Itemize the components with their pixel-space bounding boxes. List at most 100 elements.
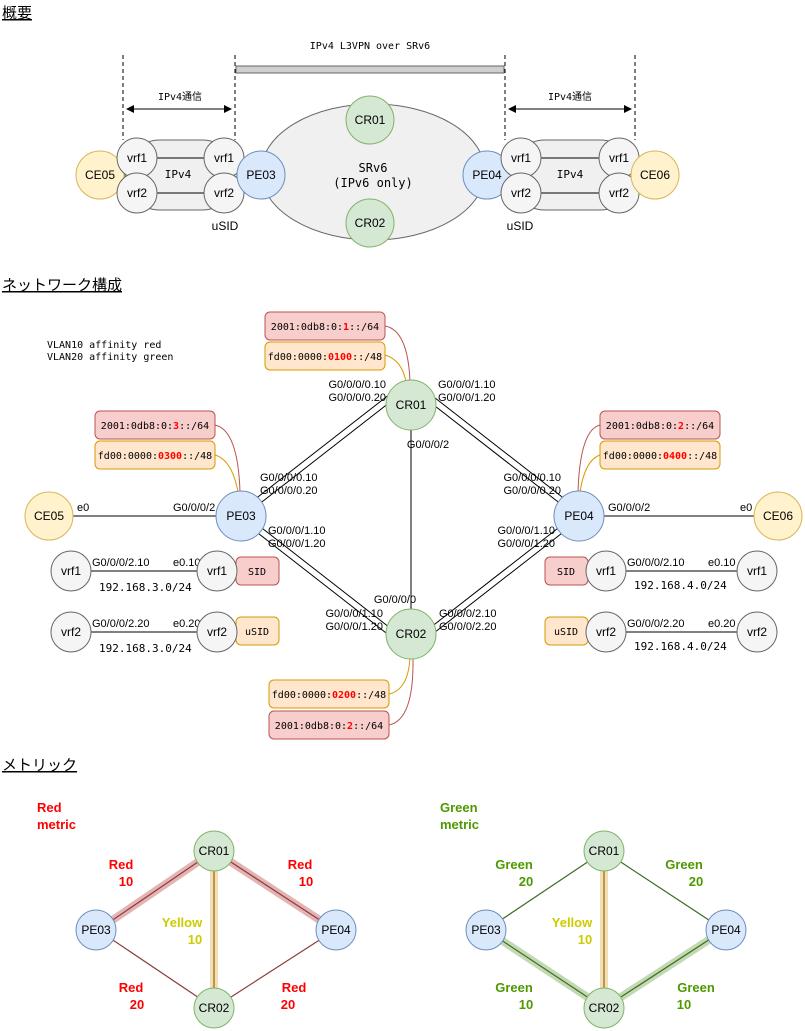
link-pe04-cr02 (425, 524, 563, 632)
metric-label: Red (119, 980, 144, 995)
cr01-label: CR01 (199, 844, 230, 858)
pe04-label: PE04 (711, 923, 741, 937)
ce06-node[interactable] (630, 150, 680, 200)
subnet-label: 192.168.3.0/24 (99, 581, 192, 594)
cr01-prefix-red-text: 2001:0db8:0:1::/64 (271, 322, 379, 333)
prefix-connector (384, 325, 411, 383)
link-cr01-pe04 (603, 850, 725, 931)
pe04-label: PE04 (472, 168, 502, 182)
cr01-node[interactable] (583, 830, 625, 872)
cr01-prefix-orange (264, 341, 386, 371)
vrf-label: vrf2 (207, 625, 227, 639)
pe03-node[interactable] (75, 909, 117, 951)
vrf2-node[interactable] (116, 172, 158, 214)
link-pe03-cr02 (253, 529, 391, 637)
vrf-label: vrf2 (214, 186, 234, 200)
vrf-label: vrf1 (61, 564, 81, 578)
ce06-vrf1-node[interactable] (736, 550, 778, 592)
red-metric-title: Red (37, 800, 62, 815)
subnet-label: 192.168.4.0/24 (634, 579, 727, 592)
pe04-vrf1-node[interactable] (585, 550, 627, 592)
iface-label: G0/0/0/0.10 (329, 379, 387, 391)
cr02-node[interactable] (583, 987, 625, 1029)
metric-label: Green (665, 857, 703, 872)
cr01-label: CR01 (355, 113, 386, 127)
link-cr01-pe03 (257, 398, 395, 506)
prefix-connector (388, 657, 411, 695)
cr01-node[interactable] (385, 379, 437, 431)
link-cr01-pe04 (429, 393, 567, 501)
iface-label: G0/0/0/0.20 (329, 392, 387, 404)
cr02-node[interactable] (193, 987, 235, 1029)
vrf2-node[interactable] (500, 172, 542, 214)
pe03-node[interactable] (465, 909, 507, 951)
pe04-prefix-red (599, 410, 721, 440)
cr02-node[interactable] (385, 608, 437, 660)
cr02-prefix-red-text: 2001:0db8:0:2::/64 (275, 721, 383, 732)
cr01-node[interactable] (193, 830, 235, 872)
prefix-connector (384, 354, 407, 383)
iface-label: G0/0/0/0.10 (504, 472, 562, 484)
metric-value: 10 (119, 874, 133, 889)
iface-label: G0/0/0/0.10 (260, 472, 318, 484)
green-metric-title: Green (440, 800, 478, 815)
iface-label: G0/0/0/0.20 (260, 485, 318, 497)
iface-label: G0/0/0/2 (608, 502, 650, 514)
metric-label: Green (495, 857, 533, 872)
vrf-label: vrf1 (214, 151, 234, 165)
red-metric-title: metric (37, 817, 76, 832)
iface-label: G0/0/0/1.10 (498, 525, 556, 537)
pe04-node[interactable] (705, 909, 747, 951)
pe03-label: PE03 (471, 923, 501, 937)
iface-label: G0/0/0/1.10 (438, 379, 496, 391)
iface-label: G0/0/0/0.20 (504, 485, 562, 497)
vrf-label: vrf1 (596, 564, 616, 578)
pe03-prefix-orange (94, 440, 216, 470)
metric-section: メトリック Red metric Red 10 Red 10 Red 20 Re… (2, 756, 747, 1029)
cloud-line2: (IPv6 only) (333, 176, 412, 190)
link-pe03-cr02 (485, 929, 605, 1009)
iface-label: e0.10 (173, 557, 201, 569)
vrf-label: vrf2 (511, 186, 531, 200)
cr01-label: CR01 (396, 398, 427, 412)
network-section: ネットワーク構成 VLAN10 affinity red VLAN20 affi… (2, 276, 803, 740)
vrf-label: vrf1 (511, 151, 531, 165)
pe03-node[interactable] (215, 490, 267, 542)
network-heading: ネットワーク構成 (2, 276, 122, 294)
prefix-connector (214, 454, 239, 493)
cr02-node[interactable] (345, 198, 395, 248)
vrf-label: vrf2 (127, 186, 147, 200)
link-cr01-pe04 (213, 850, 336, 931)
pe03-vrf1-node[interactable] (196, 550, 238, 592)
vrf2-node[interactable] (203, 172, 245, 214)
ce06-vrf2-node[interactable] (736, 611, 778, 653)
metric-value: 10 (299, 874, 313, 889)
metric-value: 20 (519, 874, 533, 889)
pe04-node[interactable] (315, 909, 357, 951)
pe04-node[interactable] (553, 490, 605, 542)
iface-label: e0 (77, 502, 89, 514)
metric-label: Green (677, 980, 715, 995)
srv6-span-label: IPv4 L3VPN over SRv6 (310, 41, 430, 52)
pe03-node[interactable] (236, 150, 286, 200)
vlan-note-2: VLAN20 affinity green (47, 352, 173, 363)
ce05-node[interactable] (24, 491, 74, 541)
cr01-node[interactable] (345, 95, 395, 145)
pe04-vrf2-node[interactable] (585, 611, 627, 653)
subnet-label: 192.168.3.0/24 (99, 642, 192, 655)
iface-label: G0/0/0/1.10 (268, 525, 326, 537)
metric-label: Yellow (552, 915, 593, 930)
cr02-label: CR02 (199, 1001, 230, 1015)
link-pe03-cr01 (485, 850, 605, 931)
ce05-vrf1-node[interactable] (50, 550, 92, 592)
pe03-vrf2-node[interactable] (196, 611, 238, 653)
ce05-label: CE05 (85, 168, 115, 182)
ce06-node[interactable] (753, 491, 803, 541)
srv6-span-bar (235, 65, 505, 74)
metric-label: Red (288, 857, 313, 872)
ce05-vrf2-node[interactable] (50, 611, 92, 653)
ce05-node[interactable] (75, 150, 125, 200)
iface-label: e0.20 (708, 618, 736, 630)
left-usid-label: uSID (212, 219, 239, 233)
cr01-prefix-orange-text: fd00:0000:0100::/48 (268, 352, 382, 363)
